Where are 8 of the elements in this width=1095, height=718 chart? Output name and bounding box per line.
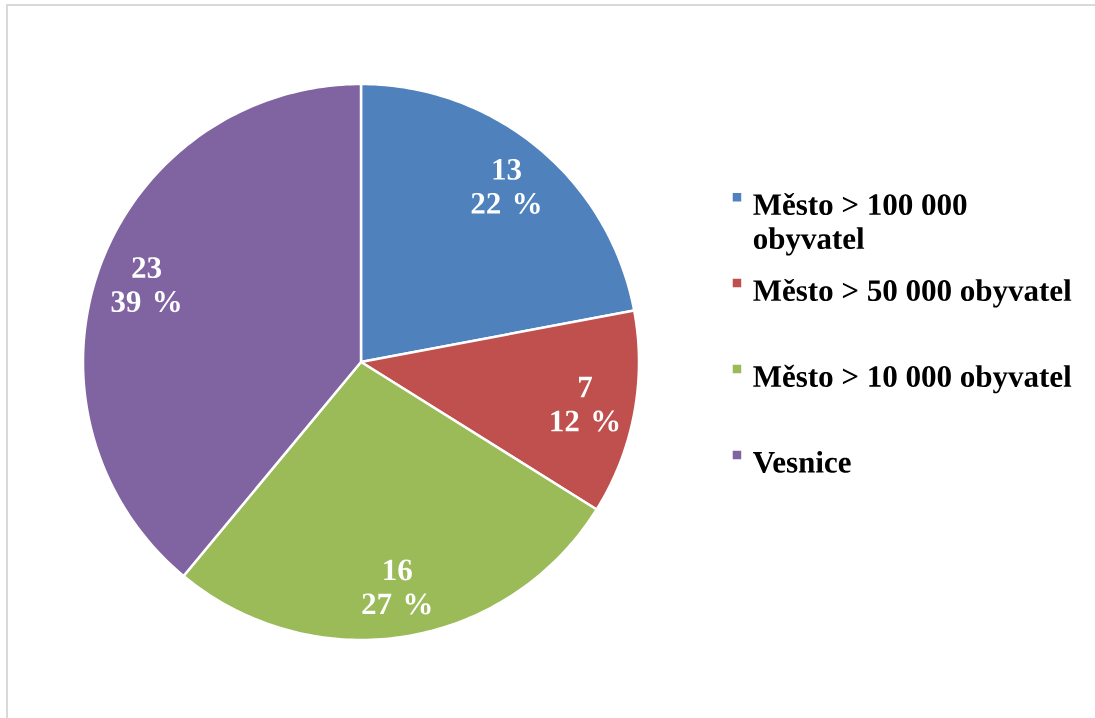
data-label: 16 27 % bbox=[362, 559, 431, 615]
legend-label: Město > 100 000 obyvatel bbox=[753, 192, 967, 256]
legend-label: Město > 10 000 obyvatel bbox=[753, 364, 1072, 394]
data-label: 13 22 % bbox=[471, 159, 540, 214]
data-label: 7 12 % bbox=[551, 376, 619, 432]
data-label: 23 39 % bbox=[111, 257, 180, 313]
legend-label: Město > 50 000 obyvatel bbox=[753, 278, 1072, 308]
legend-label: Vesnice bbox=[753, 450, 851, 473]
